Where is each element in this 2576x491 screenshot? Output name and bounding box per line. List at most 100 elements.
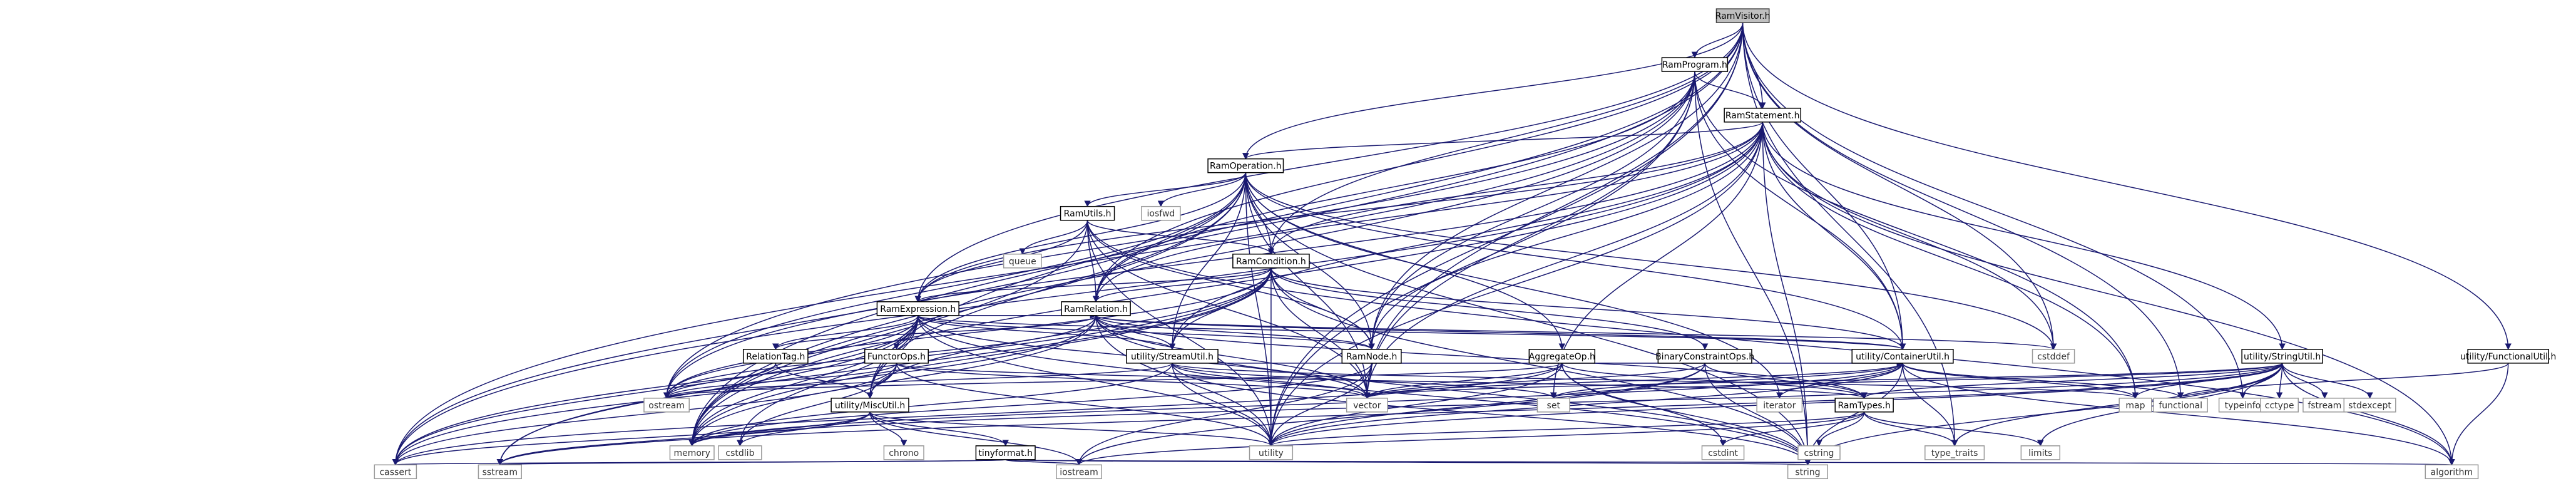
edge-stringutil-to-cctype bbox=[2276, 363, 2283, 399]
node-box bbox=[1207, 158, 1284, 173]
edge-ramexpression-to-relationtag bbox=[772, 315, 919, 350]
node-box bbox=[2425, 464, 2479, 480]
edge-streamutil-to-vector bbox=[1172, 363, 1371, 399]
edge-miscutil-to-sstream bbox=[496, 411, 871, 466]
node-box bbox=[864, 349, 929, 364]
node-ramutils[interactable]: RamUtils.h bbox=[1060, 205, 1115, 221]
node-cstddef: cstddef bbox=[2032, 349, 2075, 364]
node-box bbox=[1724, 108, 1802, 123]
edge-ramutils-to-memory bbox=[688, 220, 1088, 447]
edge-streamutil-to-set bbox=[1172, 363, 1557, 399]
edge-ramprogram-to-memory bbox=[688, 71, 1695, 447]
node-box bbox=[1787, 464, 1828, 480]
node-label: utility/StringUtil.h bbox=[2244, 352, 2321, 362]
edge-functionalutil-to-algorithm bbox=[2448, 363, 2509, 466]
node-functional: functional bbox=[2153, 398, 2208, 413]
node-box bbox=[2260, 398, 2299, 413]
node-ramvisitor[interactable]: RamVisitor.h bbox=[1715, 8, 1771, 23]
edge-functorops-to-ramtypes bbox=[896, 363, 1868, 399]
edge-containerutil-to-set bbox=[1550, 363, 1903, 399]
node-label: utility/FunctionalUtil.h bbox=[2460, 352, 2556, 362]
node-box bbox=[1661, 57, 1729, 72]
node-fstream: fstream bbox=[2303, 398, 2347, 413]
node-algorithm: algorithm bbox=[2425, 464, 2479, 480]
node-set: set bbox=[1536, 398, 1570, 413]
edges-layer bbox=[392, 23, 2512, 466]
edge-ramcondition-to-string bbox=[1270, 267, 1811, 466]
edge-ramstatement-to-cstddef bbox=[1762, 121, 2057, 350]
node-ramstatement[interactable]: RamStatement.h bbox=[1724, 108, 1802, 123]
node-ramexpression[interactable]: RamExpression.h bbox=[876, 301, 959, 316]
edge-ramnode-to-iostream bbox=[1075, 363, 1372, 466]
node-label: map bbox=[2125, 401, 2145, 411]
node-label: algorithm bbox=[2431, 467, 2473, 477]
edge-ramstatement-to-streamutil bbox=[1168, 121, 1763, 350]
edge-containerutil-to-memory bbox=[688, 363, 1903, 447]
node-box bbox=[669, 445, 715, 460]
node-box bbox=[718, 445, 762, 460]
node-box bbox=[1536, 398, 1570, 413]
node-containerutil[interactable]: utility/ContainerUtil.h bbox=[1851, 349, 1954, 364]
node-type_traits: type_traits bbox=[1924, 445, 1985, 460]
node-ramoperation[interactable]: RamOperation.h bbox=[1207, 158, 1284, 173]
node-label: queue bbox=[1009, 257, 1036, 267]
edge-ramtypes-to-cstdint bbox=[1719, 411, 1865, 447]
node-label: AggregateOp.h bbox=[1529, 352, 1595, 362]
node-ramnode[interactable]: RamNode.h bbox=[1341, 349, 1402, 364]
node-label: vector bbox=[1353, 401, 1381, 411]
edge-aggregateop-to-string bbox=[1561, 363, 1811, 466]
edge-ramstatement-to-ramrelation bbox=[1092, 121, 1763, 302]
node-vector: vector bbox=[1346, 398, 1388, 413]
node-stdexcept: stdexcept bbox=[2343, 398, 2396, 413]
edge-stringutil-to-vector bbox=[1364, 363, 2283, 399]
node-box bbox=[1141, 205, 1181, 221]
node-tinyformat[interactable]: tinyformat.h bbox=[975, 445, 1036, 460]
edge-ramrelation-to-relationtag bbox=[772, 315, 1096, 350]
node-label: functional bbox=[2159, 401, 2202, 411]
node-ramcondition[interactable]: RamCondition.h bbox=[1232, 254, 1310, 269]
node-label: utility/StreamUtil.h bbox=[1131, 352, 1214, 362]
node-label: RamExpression.h bbox=[880, 304, 956, 314]
node-box bbox=[1061, 301, 1131, 316]
node-box bbox=[1834, 398, 1894, 413]
edge-ramutils-to-ramexpression bbox=[914, 220, 1088, 302]
edge-ramoperation-to-streamutil bbox=[1168, 172, 1247, 350]
node-cstdint: cstdint bbox=[1701, 445, 1745, 460]
node-ramrelation[interactable]: RamRelation.h bbox=[1061, 301, 1131, 316]
edge-ramstatement-to-containerutil bbox=[1762, 121, 1906, 350]
node-label: utility bbox=[1259, 448, 1284, 458]
node-functorops[interactable]: FunctorOps.h bbox=[864, 349, 929, 364]
edge-ramrelation-to-ramnode bbox=[1095, 315, 1375, 350]
edge-ramexpression-to-ramnode bbox=[917, 315, 1375, 350]
edge-ramexpression-to-streamutil bbox=[917, 315, 1176, 350]
node-cstdlib: cstdlib bbox=[718, 445, 762, 460]
edge-ramoperation-to-cstddef bbox=[1245, 172, 2057, 350]
node-aggregateop[interactable]: AggregateOp.h bbox=[1528, 349, 1595, 364]
node-label: typeinfo bbox=[2225, 401, 2261, 411]
node-stringutil[interactable]: utility/StringUtil.h bbox=[2241, 349, 2323, 364]
node-ramtypes[interactable]: RamTypes.h bbox=[1834, 398, 1894, 413]
node-label: stdexcept bbox=[2348, 401, 2391, 411]
node-streamutil[interactable]: utility/StreamUtil.h bbox=[1126, 349, 1219, 364]
node-relationtag[interactable]: RelationTag.h bbox=[742, 349, 809, 364]
node-miscutil[interactable]: utility/MiscUtil.h bbox=[831, 398, 909, 413]
edge-ramrelation-to-utility bbox=[1095, 315, 1275, 447]
edge-ramvisitor-to-ramoperation bbox=[1242, 23, 1744, 160]
node-binaryconstraintops[interactable]: BinaryConstraintOps.h bbox=[1655, 349, 1754, 364]
node-queue: queue bbox=[1003, 254, 1042, 269]
node-functionalutil[interactable]: utility/FunctionalUtil.h bbox=[2460, 349, 2556, 364]
edge-containerutil-to-type_traits bbox=[1902, 363, 1958, 447]
node-ramprogram[interactable]: RamProgram.h bbox=[1661, 57, 1729, 72]
node-label: fstream bbox=[2308, 401, 2341, 411]
edge-containerutil-to-map bbox=[1902, 363, 2139, 399]
edge-ramprogram-to-map bbox=[1694, 71, 2139, 399]
edge-ramutils-to-algorithm bbox=[1086, 220, 2455, 466]
edge-containerutil-to-functional bbox=[1902, 363, 2184, 399]
edge-ramcondition-to-sstream bbox=[496, 267, 1272, 466]
edge-binaryconstraintops-to-vector bbox=[1364, 363, 1705, 399]
node-label: chrono bbox=[889, 448, 919, 458]
node-label: cctype bbox=[2265, 401, 2294, 411]
node-label: tinyformat.h bbox=[978, 448, 1033, 458]
edge-stringutil-to-fstream bbox=[2281, 363, 2328, 399]
edge-ramcondition-to-ostream bbox=[663, 267, 1272, 399]
